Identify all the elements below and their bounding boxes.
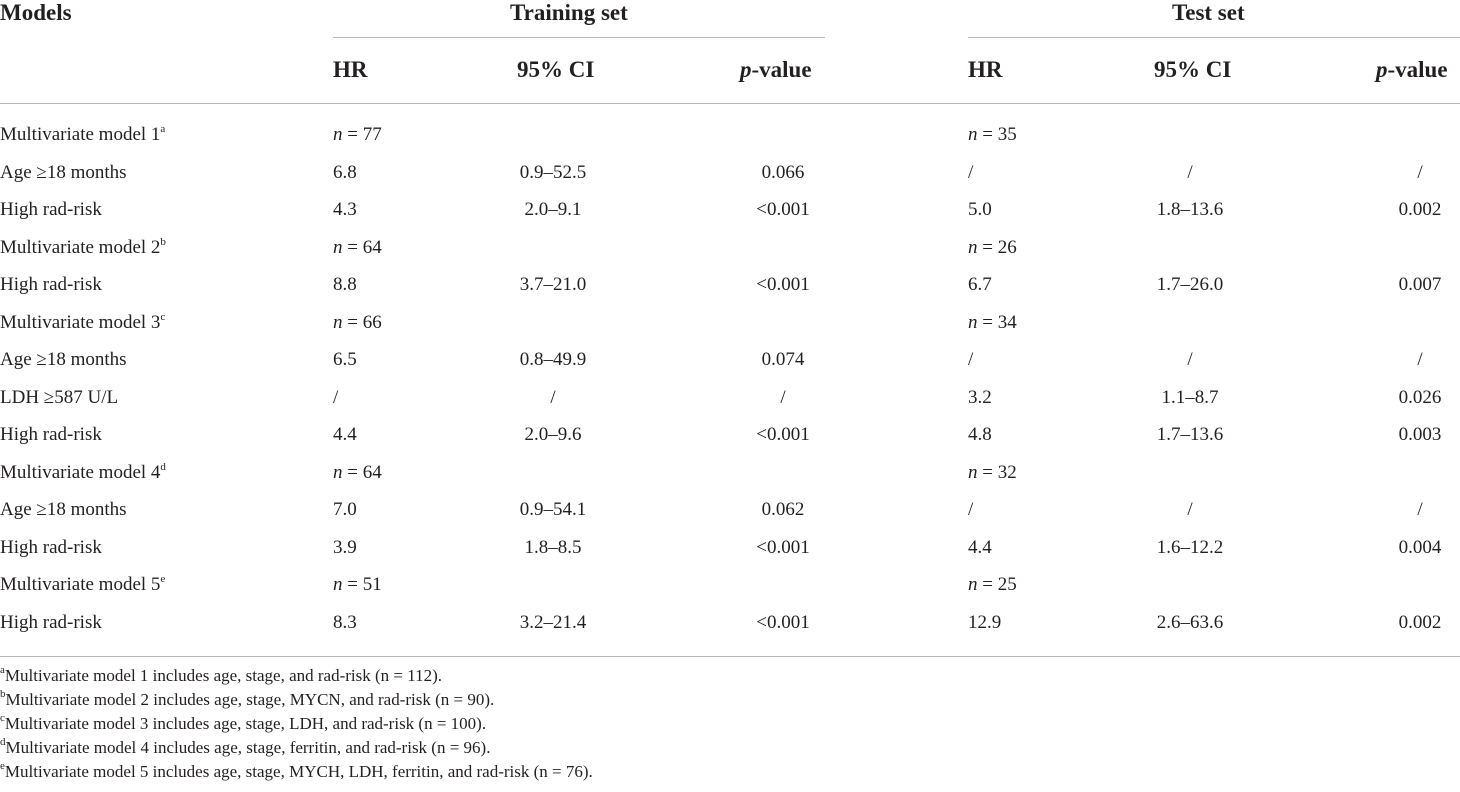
footnote-marker: d: [160, 461, 166, 473]
row-label: High rad-risk: [0, 199, 102, 220]
bottom-rule: [0, 656, 1460, 657]
train-hr: 7.0: [333, 499, 357, 520]
footnote-marker: e: [160, 573, 166, 585]
train-hr: 6.5: [333, 349, 357, 370]
test-n: n = 35: [968, 124, 1017, 145]
footnote-a: aMultivariate model 1 includes age, stag…: [0, 664, 443, 686]
header-pvalue-test: p-value: [1376, 57, 1448, 82]
row-label: High rad-risk: [0, 424, 102, 445]
row-label: Age ≥18 months: [0, 499, 127, 520]
footnote-marker: b: [160, 236, 166, 248]
test-n: n = 25: [968, 574, 1017, 595]
footnote-marker: a: [160, 123, 166, 135]
test-hr: /: [968, 499, 974, 520]
header-training-set: Training set: [510, 0, 628, 25]
footnote-c: cMultivariate model 3 includes age, stag…: [0, 712, 487, 734]
model-label: Multivariate model 2b: [0, 236, 166, 259]
row-label: Age ≥18 months: [0, 349, 127, 370]
footnote-marker: d: [0, 736, 6, 748]
training-set-underline: [333, 37, 825, 38]
train-hr: 3.9: [333, 537, 357, 558]
train-n: n = 64: [333, 462, 382, 483]
row-label: Age ≥18 months: [0, 162, 127, 183]
train-n: n = 66: [333, 312, 382, 333]
train-n: n = 77: [333, 124, 382, 145]
footnote-b: bMultivariate model 2 includes age, stag…: [0, 688, 495, 710]
test-hr: 4.8: [968, 424, 992, 445]
test-hr: 12.9: [968, 612, 1002, 633]
footnote-marker: b: [0, 688, 6, 700]
header-models: Models: [0, 0, 72, 25]
header-ci-train: 95% CI: [517, 57, 595, 82]
header-hr-train: HR: [333, 57, 368, 82]
header-ci-test: 95% CI: [1154, 57, 1232, 82]
model-label: Multivariate model 5e: [0, 573, 166, 596]
row-label: High rad-risk: [0, 274, 102, 295]
model-label: Multivariate model 4d: [0, 461, 166, 484]
test-hr: 3.2: [968, 387, 992, 408]
train-hr: 4.4: [333, 424, 357, 445]
test-hr: 6.7: [968, 274, 992, 295]
model-label: Multivariate model 3c: [0, 311, 166, 334]
test-hr: /: [968, 349, 974, 370]
row-label: LDH ≥587 U/L: [0, 387, 119, 408]
train-n: n = 64: [333, 237, 382, 258]
test-hr: /: [968, 162, 974, 183]
footnote-marker: e: [0, 760, 5, 772]
footnote-e: eMultivariate model 5 includes age, stag…: [0, 760, 593, 782]
header-rule: [0, 103, 1460, 104]
footnote-marker: c: [160, 311, 166, 323]
test-n: n = 34: [968, 312, 1017, 333]
train-hr: /: [333, 387, 339, 408]
footnote-marker: c: [0, 712, 5, 724]
train-hr: 6.8: [333, 162, 357, 183]
header-pvalue-train: p-value: [740, 57, 812, 82]
train-hr: 4.3: [333, 199, 357, 220]
footnote-d: dMultivariate model 4 includes age, stag…: [0, 736, 491, 758]
test-set-underline: [968, 37, 1460, 38]
header-test-set: Test set: [1172, 0, 1245, 25]
model-label: Multivariate model 1a: [0, 123, 166, 146]
test-hr: 5.0: [968, 199, 992, 220]
test-hr: 4.4: [968, 537, 992, 558]
train-hr: 8.8: [333, 274, 357, 295]
train-n: n = 51: [333, 574, 382, 595]
row-label: High rad-risk: [0, 537, 102, 558]
train-hr: 8.3: [333, 612, 357, 633]
header-hr-test: HR: [968, 57, 1003, 82]
row-label: High rad-risk: [0, 612, 102, 633]
test-n: n = 32: [968, 462, 1017, 483]
footnote-marker: a: [0, 664, 5, 676]
test-n: n = 26: [968, 237, 1017, 258]
